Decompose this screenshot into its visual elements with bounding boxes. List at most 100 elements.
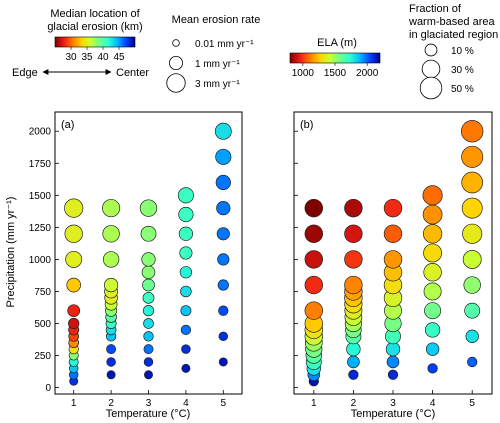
panel-b-label: (b)	[300, 119, 313, 131]
panel-b-y-ticks	[294, 130, 298, 388]
legend-warm-circle	[419, 76, 443, 100]
panel-a-point	[178, 206, 194, 223]
panel-a-point	[216, 227, 230, 241]
panel-b-point	[422, 224, 443, 244]
panel-a-point	[103, 277, 119, 293]
panel-b-point	[424, 302, 442, 320]
panel-b-point	[467, 356, 478, 368]
legend-median-location: Median location of glacial erosion (km) …	[12, 8, 149, 79]
panel-b-point	[346, 341, 361, 357]
panel-b-point	[304, 224, 323, 243]
panel-a-point	[143, 318, 154, 329]
legend-median-colorbar	[54, 36, 136, 48]
panel-a-y-tick-label: 500	[34, 319, 51, 330]
legend-warm-fraction: Fraction of warm-based area in glaciated…	[408, 3, 498, 100]
panel-b-point	[427, 363, 438, 374]
panel-b-x-tick-label: 4	[430, 398, 436, 409]
panel-b-point	[464, 302, 481, 319]
legend-median-tick-label: 40	[97, 52, 109, 63]
panel-a-point	[178, 226, 194, 241]
center-label: Center	[116, 67, 149, 79]
panel-b-point	[463, 276, 481, 294]
legend-warm-items: 10 % 30 % 50 %	[419, 43, 474, 100]
legend-ela-title: ELA (m)	[317, 37, 357, 49]
panel-a-y-tick-label: 1750	[29, 159, 52, 170]
panel-a-point	[181, 363, 191, 373]
panel-a-point	[180, 285, 192, 298]
panel-b-point	[423, 282, 442, 301]
panel-a-point	[141, 265, 156, 279]
panel-a-point	[106, 357, 116, 367]
legend-erosion-title: Mean erosion rate	[172, 14, 261, 26]
panel-a-point	[68, 317, 80, 330]
legend-warm-label: 10 %	[451, 46, 474, 57]
panel-a-point	[214, 122, 232, 140]
panel-b-x-tick-label: 5	[469, 398, 475, 409]
legend-erosion-circle	[172, 39, 180, 47]
panel-a-y-tick-label: 0	[45, 383, 51, 394]
panel-a-point	[142, 305, 155, 317]
legend-median-tick-label: 45	[113, 52, 125, 63]
panel-a-y-tick-label: 250	[34, 351, 51, 362]
panel-a-point	[102, 225, 120, 243]
panel-b-x-tick-label: 3	[390, 398, 396, 409]
panel-a-point	[66, 277, 81, 293]
panel-a-point	[181, 344, 191, 354]
panel-a-point	[140, 225, 157, 242]
panel-a-y-tick-label: 1500	[29, 191, 52, 202]
panel-a-xlabel: Temperature (°C)	[106, 408, 190, 420]
legend-warm-title-line1: Fraction of	[409, 3, 462, 15]
legend-median-tick-label: 35	[81, 52, 93, 63]
legend-ela-tick-label: 1000	[292, 68, 315, 79]
legend-warm-circle	[421, 59, 441, 79]
panel-b-point	[348, 369, 359, 380]
panel-a-point	[218, 331, 229, 342]
panel-b-point	[424, 322, 441, 338]
legend-erosion-circle	[168, 56, 183, 71]
panel-a-point	[179, 246, 193, 260]
legend-median-tick-label: 30	[65, 52, 77, 63]
panel-a-y-ticks: 0 250 500 750 1000 1250 1500 1750 2000	[29, 127, 59, 394]
panel-b-point	[462, 223, 483, 244]
legend-erosion-label: 0.01 mm yr⁻¹	[195, 39, 254, 50]
legend-warm-title-line2: warm-based area	[408, 16, 495, 28]
panel-a-y-tick-label: 2000	[29, 127, 52, 138]
legend-ela-colorbar	[289, 52, 381, 64]
panel-a-x-tick-label: 1	[71, 398, 77, 409]
panel-a-point	[143, 344, 154, 355]
panel-a-point	[180, 305, 192, 317]
panel-a-y-tick-label: 750	[34, 287, 51, 298]
panel-b-point	[304, 198, 323, 218]
panel-b-point	[304, 301, 323, 320]
panel-b-point	[423, 243, 443, 263]
panel-b-xlabel: Temperature (°C)	[351, 408, 435, 420]
panel-b-point	[465, 329, 479, 343]
panel-a-x-tick-label: 3	[146, 398, 152, 409]
panel-a-point	[142, 291, 155, 304]
legend-warm-circle	[424, 43, 438, 57]
panel-b-point	[383, 224, 403, 243]
panel-a-point	[64, 224, 83, 243]
panel-b-point	[347, 355, 360, 369]
panel-b-point	[344, 250, 363, 269]
panel-a-point	[180, 324, 192, 336]
panel-a-y-tick-label: 1250	[29, 223, 52, 234]
panel-a-point	[215, 174, 231, 191]
panel-a-point	[216, 201, 231, 216]
panel-a-point	[179, 266, 193, 279]
panel-a: (a) 0 250 500 750 1000 1250 1500 1750 2000 1 2 3 4 5…	[5, 111, 243, 420]
panel-a-point	[143, 331, 154, 342]
panel-a-point	[142, 278, 155, 292]
panel-a-point	[144, 370, 153, 380]
legend-median-title-line1: Median location of	[50, 8, 140, 20]
panel-b-point	[461, 120, 484, 143]
panel-b-x-tick-label: 1	[311, 398, 317, 409]
panel-a-point	[67, 304, 81, 318]
panel-b-point	[383, 250, 403, 269]
panel-b-point	[344, 224, 363, 243]
legend-warm-title-line3: in glaciated region	[409, 29, 498, 41]
panel-a-point	[215, 148, 232, 165]
panel-a-label: (a)	[61, 119, 74, 131]
panel-b-point	[462, 249, 482, 269]
